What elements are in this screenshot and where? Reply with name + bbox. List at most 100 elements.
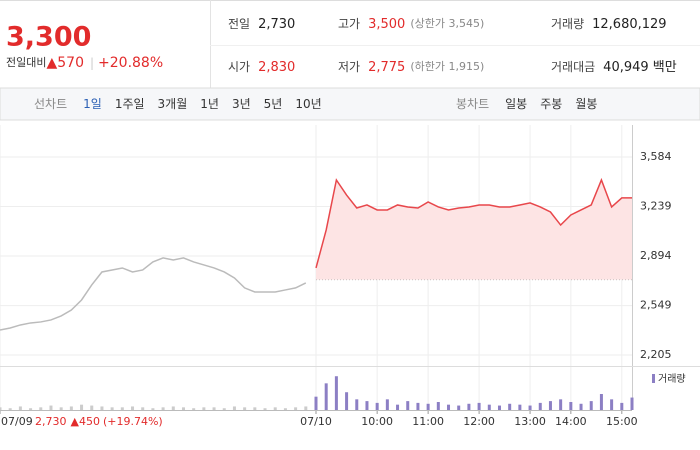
tab[interactable]: 1년 [200, 97, 219, 111]
volume-bar [120, 407, 124, 410]
y-tick-label: 2,549 [640, 299, 672, 312]
tab[interactable]: 5년 [264, 97, 283, 111]
volume-bar [487, 404, 491, 410]
separator: | [90, 56, 94, 70]
volume-bar [253, 407, 257, 410]
tab-group: 봉차트 일봉 주봉 월봉 [456, 97, 597, 111]
volume-bar [620, 402, 624, 410]
volume-bar [538, 402, 542, 410]
volume-bar [49, 405, 53, 410]
info-label: 거래량 [551, 17, 584, 31]
volume-bar [365, 401, 369, 410]
change: ▲570 [46, 55, 84, 71]
volume-bar [59, 407, 63, 410]
volume-bar [457, 405, 461, 410]
tab[interactable]: 1주일 [115, 97, 145, 111]
volume-bar [18, 406, 22, 410]
volume-bar [630, 397, 634, 410]
volume-bar [283, 408, 287, 410]
volume-bar [304, 406, 308, 410]
info-value: 40,949 백만 [603, 60, 677, 75]
volume-bar [610, 399, 614, 410]
volume-bar [396, 404, 400, 410]
volume-bar [294, 407, 298, 410]
volume-bar [416, 402, 420, 410]
volume-bar [355, 399, 359, 410]
x-tick-label: 14:00 [555, 415, 587, 428]
info-label: 고가 [338, 17, 360, 31]
volume-bar [141, 407, 145, 410]
volume-bar [8, 408, 12, 410]
volume-bar [243, 407, 247, 410]
x-tick-label: 07/09 [1, 415, 33, 428]
volume-bar [131, 406, 135, 410]
volume-bar [222, 408, 226, 410]
prev-close: 2,730 [35, 415, 67, 428]
volume-bar [0, 407, 2, 410]
volume-bar [212, 407, 216, 410]
tab[interactable]: 10년 [295, 97, 321, 111]
tab-label: 봉차트 [456, 97, 489, 111]
info-item: 거래대금 40,949 백만 [551, 60, 677, 75]
volume-legend-swatch [652, 374, 655, 383]
prev-change: ▲450 [71, 415, 100, 428]
volume-bar [90, 405, 94, 410]
tab-group: 선차트 1일 1주일 3개월 1년 3년 5년 10년 [34, 97, 322, 111]
info-value: 2,775 [368, 60, 405, 75]
x-tick-label: 12:00 [463, 415, 495, 428]
info-item: 저가 2,775 (하한가 1,915) [338, 59, 484, 75]
volume-bar [599, 394, 603, 410]
volume-bar [518, 404, 522, 410]
info-item: 시가 2,830 [228, 60, 295, 75]
volume-bar [569, 402, 573, 410]
x-tick-label: 15:00 [606, 415, 638, 428]
volume-bar [273, 407, 277, 410]
volume-bar [324, 383, 328, 410]
volume-bar [181, 407, 185, 410]
info-value: 2,830 [258, 60, 295, 75]
volume-bar [39, 407, 43, 410]
prev-rate: (+19.74%) [103, 415, 163, 428]
volume-bar [375, 402, 379, 410]
tab[interactable]: 주봉 [540, 97, 562, 111]
volume-bar [151, 408, 155, 410]
info-note: (상한가 3,545) [410, 17, 484, 30]
tab[interactable]: 월봉 [575, 97, 597, 111]
volume-bar [467, 403, 471, 410]
volume-bar [497, 405, 501, 410]
prev-day-info: 2,730 ▲450 (+19.74%) [35, 415, 163, 428]
tab[interactable]: 3개월 [158, 97, 188, 111]
info-note: (하한가 1,915) [410, 59, 484, 73]
volume-bar [345, 392, 349, 410]
change-rate: +20.88% [98, 55, 163, 71]
info-item: 고가 3,500 (상한가 3,545) [338, 17, 484, 32]
y-tick-label: 3,584 [640, 150, 672, 163]
x-tick-label: 10:00 [361, 415, 393, 428]
volume-bar [110, 407, 114, 410]
volume-bar [29, 408, 33, 410]
y-tick-label: 2,205 [640, 348, 672, 361]
info-label: 저가 [338, 60, 360, 74]
tab[interactable]: 3년 [232, 97, 251, 111]
volume-bar [161, 407, 165, 410]
x-tick-label: 11:00 [412, 415, 444, 428]
volume-bar [314, 396, 318, 410]
volume-bar [548, 401, 552, 410]
y-tick-label: 2,894 [640, 249, 672, 262]
volume-bar [69, 406, 73, 410]
info-item: 거래량 12,680,129 [551, 17, 667, 32]
volume-bar [80, 404, 84, 410]
tab[interactable]: 일봉 [505, 97, 527, 111]
volume-bar [528, 405, 532, 410]
price: 3,300 [6, 22, 91, 53]
change-line: 전일대비▲570 | +20.88% [6, 55, 163, 71]
volume-bar [508, 403, 512, 410]
tab[interactable]: 1일 [83, 97, 102, 111]
info-value: 2,730 [258, 17, 295, 32]
volume-bar [263, 408, 267, 410]
volume-bar [559, 399, 563, 410]
x-tick-label: 07/10 [300, 415, 332, 428]
volume-legend: 거래량 [658, 373, 686, 385]
volume-bar [447, 404, 451, 410]
